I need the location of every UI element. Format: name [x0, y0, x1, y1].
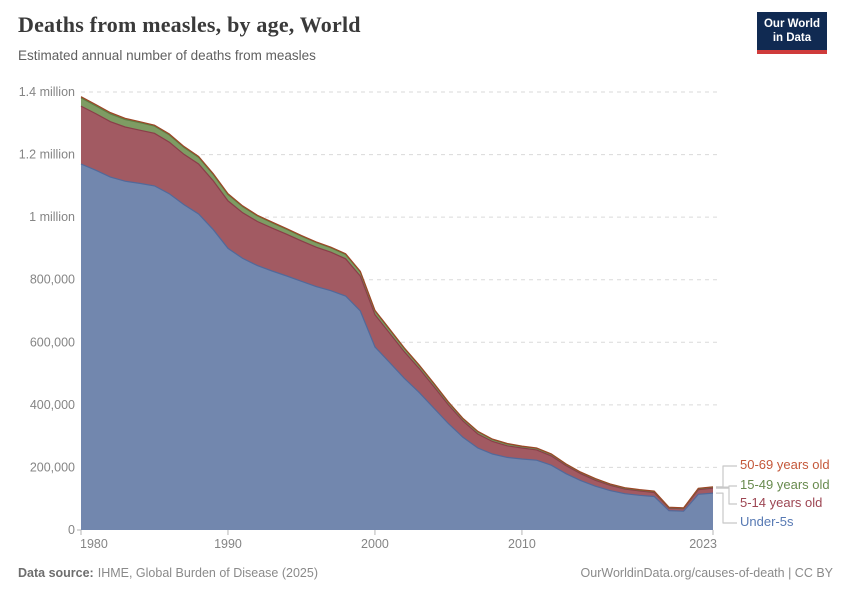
- page-title: Deaths from measles, by age, World: [18, 12, 361, 37]
- owid-logo[interactable]: Our World in Data: [756, 12, 827, 54]
- svg-text:600,000: 600,000: [30, 335, 75, 349]
- x-axis-labels: 1980 1990 2000 2010 2023: [77, 529, 717, 551]
- svg-text:1990: 1990: [214, 537, 242, 551]
- svg-text:200,000: 200,000: [30, 460, 75, 474]
- svg-text:2023: 2023: [689, 537, 717, 551]
- footer-url-link[interactable]: OurWorldinData.org/causes-of-death: [580, 566, 785, 580]
- footer-license-link[interactable]: CC BY: [794, 566, 833, 580]
- edge-5-14-years-old: [80, 105, 714, 510]
- edge-50-69-years-old: [80, 96, 714, 509]
- data-source-note: Data source: IHME, Global Burden of Disea…: [18, 566, 318, 580]
- owid-logo-line2: in Data: [772, 32, 812, 45]
- footer-divider: |: [784, 566, 795, 580]
- svg-text:0: 0: [68, 523, 75, 537]
- data-source-label: Data source:: [18, 566, 94, 580]
- legend-item-under-5s[interactable]: Under-5s: [740, 514, 794, 529]
- svg-text:1.2 million: 1.2 million: [19, 148, 75, 162]
- svg-text:1980: 1980: [80, 537, 108, 551]
- y-axis-labels: 0 200,000 400,000 600,000 800,000 1 million 1.…: [19, 85, 75, 537]
- data-source-value: IHME, Global Burden of Disease (2025): [97, 566, 318, 580]
- svg-text:800,000: 800,000: [30, 273, 75, 287]
- chart-subtitle: Estimated annual number of deaths from m…: [18, 48, 316, 63]
- legend-connectors: [716, 465, 737, 524]
- legend-item-50-69-years-old[interactable]: 50-69 years old: [740, 457, 830, 472]
- area-bands[interactable]: [80, 96, 714, 530]
- svg-text:400,000: 400,000: [30, 398, 75, 412]
- area-5-14-years-old[interactable]: [81, 106, 713, 512]
- footer-attribution: OurWorldinData.org/causes-of-death | CC …: [581, 566, 833, 580]
- svg-text:1 million: 1 million: [29, 210, 75, 224]
- edge-under-5s: [80, 163, 714, 512]
- svg-text:2010: 2010: [508, 537, 536, 551]
- svg-text:1.4 million: 1.4 million: [19, 85, 75, 99]
- svg-text:2000: 2000: [361, 537, 389, 551]
- legend-item-15-49-years-old[interactable]: 15-49 years old: [740, 477, 830, 492]
- area-under-5s[interactable]: [81, 164, 713, 530]
- legend-item-5-14-years-old[interactable]: 5-14 years old: [740, 495, 823, 510]
- owid-logo-line1: Our World: [763, 18, 820, 30]
